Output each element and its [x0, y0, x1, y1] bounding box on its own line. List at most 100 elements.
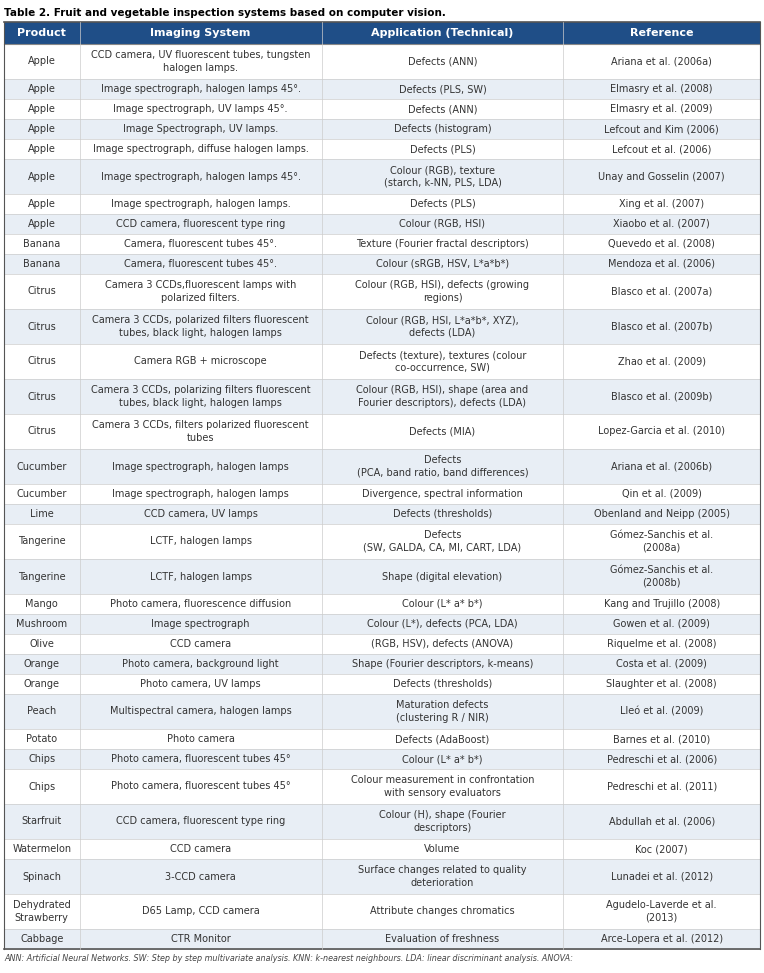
Text: Defects (thresholds): Defects (thresholds)	[393, 509, 492, 519]
Text: Lleó et al. (2009): Lleó et al. (2009)	[620, 706, 704, 716]
Text: Apple: Apple	[28, 199, 56, 209]
Text: Colour (RGB), texture
(starch, k-NN, PLS, LDA): Colour (RGB), texture (starch, k-NN, PLS…	[384, 165, 501, 188]
Text: Apple: Apple	[28, 144, 56, 154]
Text: Lopez-Garcia et al. (2010): Lopez-Garcia et al. (2010)	[598, 426, 725, 437]
Text: Image spectrograph, halogen lamps: Image spectrograph, halogen lamps	[112, 461, 289, 472]
Text: Defects (thresholds): Defects (thresholds)	[393, 679, 492, 689]
Bar	[4, 99, 760, 119]
Text: Potato: Potato	[26, 734, 57, 744]
Text: Citrus: Citrus	[28, 356, 57, 367]
Text: (RGB, HSV), defects (ANOVA): (RGB, HSV), defects (ANOVA)	[371, 639, 513, 649]
Text: Camera RGB + microscope: Camera RGB + microscope	[134, 356, 267, 367]
Text: Quevedo et al. (2008): Quevedo et al. (2008)	[608, 239, 715, 249]
Text: Defects
(PCA, band ratio, band differences): Defects (PCA, band ratio, band differenc…	[357, 455, 528, 478]
Text: CCD camera: CCD camera	[170, 844, 231, 854]
Text: Lefcout et al. (2006): Lefcout et al. (2006)	[612, 144, 711, 154]
Text: CCD camera: CCD camera	[170, 639, 231, 649]
Text: Application (Technical): Application (Technical)	[371, 28, 513, 38]
Text: Blasco et al. (2009b): Blasco et al. (2009b)	[611, 391, 712, 402]
Text: Camera 3 CCDs,fluorescent lamps with
polarized filters.: Camera 3 CCDs,fluorescent lamps with pol…	[105, 280, 296, 303]
Bar	[4, 234, 760, 254]
Text: D65 Lamp, CCD camera: D65 Lamp, CCD camera	[141, 907, 260, 917]
Text: Photo camera, fluorescent tubes 45°: Photo camera, fluorescent tubes 45°	[111, 781, 290, 791]
Text: Image spectrograph, diffuse halogen lamps.: Image spectrograph, diffuse halogen lamp…	[92, 144, 309, 154]
Text: Pedreschi et al. (2011): Pedreschi et al. (2011)	[607, 781, 717, 791]
Text: Mushroom: Mushroom	[16, 619, 67, 629]
Text: Mendoza et al. (2006): Mendoza et al. (2006)	[608, 259, 715, 269]
Text: Multispectral camera, halogen lamps: Multispectral camera, halogen lamps	[110, 706, 291, 716]
Text: Dehydrated
Strawberry: Dehydrated Strawberry	[13, 900, 71, 922]
Text: Volume: Volume	[424, 844, 461, 854]
Text: Camera 3 CCDs, polarizing filters fluorescent
tubes, black light, halogen lamps: Camera 3 CCDs, polarizing filters fluore…	[91, 385, 310, 408]
Text: Defects (AdaBoost): Defects (AdaBoost)	[395, 734, 490, 744]
Text: Colour (RGB, HSI, L*a*b*, XYZ),
defects (LDA): Colour (RGB, HSI, L*a*b*, XYZ), defects …	[366, 315, 519, 338]
Text: Colour measurement in confrontation
with sensory evaluators: Colour measurement in confrontation with…	[351, 775, 534, 798]
Text: Camera, fluorescent tubes 45°.: Camera, fluorescent tubes 45°.	[124, 259, 277, 269]
Text: Camera 3 CCDs, polarized filters fluorescent
tubes, black light, halogen lamps: Camera 3 CCDs, polarized filters fluores…	[92, 315, 309, 338]
Text: Reference: Reference	[630, 28, 694, 38]
Text: Product: Product	[18, 28, 66, 38]
Bar	[4, 484, 760, 504]
Text: Apple: Apple	[28, 124, 56, 134]
Bar	[4, 159, 760, 194]
Text: Ariana et al. (2006b): Ariana et al. (2006b)	[611, 461, 712, 472]
Text: Gómez-Sanchis et al.
(2008b): Gómez-Sanchis et al. (2008b)	[610, 565, 714, 588]
Bar	[4, 839, 760, 859]
Text: LCTF, halogen lamps: LCTF, halogen lamps	[150, 571, 251, 582]
Text: Citrus: Citrus	[28, 286, 57, 297]
Bar	[4, 214, 760, 234]
Text: Image spectrograph, halogen lamps 45°.: Image spectrograph, halogen lamps 45°.	[101, 84, 300, 94]
Text: Banana: Banana	[23, 239, 60, 249]
Text: Colour (sRGB, HSV, L*a*b*): Colour (sRGB, HSV, L*a*b*)	[376, 259, 509, 269]
Bar	[4, 139, 760, 159]
Text: Orange: Orange	[24, 679, 60, 689]
Text: Chips: Chips	[28, 754, 55, 764]
Text: Camera, fluorescent tubes 45°.: Camera, fluorescent tubes 45°.	[124, 239, 277, 249]
Text: Evaluation of freshness: Evaluation of freshness	[385, 934, 500, 944]
Text: Spinach: Spinach	[22, 872, 61, 882]
Text: Photo camera, background light: Photo camera, background light	[122, 659, 279, 669]
Text: CCD camera, UV fluorescent tubes, tungsten
halogen lamps.: CCD camera, UV fluorescent tubes, tungst…	[91, 51, 310, 73]
Text: Colour (L* a* b*): Colour (L* a* b*)	[402, 599, 483, 609]
Bar	[4, 894, 760, 929]
Text: Olive: Olive	[29, 639, 54, 649]
Text: Image spectrograph, halogen lamps: Image spectrograph, halogen lamps	[112, 489, 289, 499]
Text: Tangerine: Tangerine	[18, 571, 66, 582]
Text: CCD camera, fluorescent type ring: CCD camera, fluorescent type ring	[116, 816, 285, 826]
Text: Colour (L*), defects (PCA, LDA): Colour (L*), defects (PCA, LDA)	[367, 619, 518, 629]
Text: Camera 3 CCDs, filters polarized fluorescent
tubes: Camera 3 CCDs, filters polarized fluores…	[92, 420, 309, 443]
Bar	[4, 674, 760, 694]
Bar	[4, 254, 760, 274]
Text: Colour (H), shape (Fourier
descriptors): Colour (H), shape (Fourier descriptors)	[379, 811, 506, 833]
Text: Agudelo-Laverde et al.
(2013): Agudelo-Laverde et al. (2013)	[607, 900, 717, 922]
Text: Defects (histogram): Defects (histogram)	[393, 124, 491, 134]
Text: Riquelme et al. (2008): Riquelme et al. (2008)	[607, 639, 717, 649]
Text: Texture (Fourier fractal descriptors): Texture (Fourier fractal descriptors)	[356, 239, 529, 249]
Text: Costa et al. (2009): Costa et al. (2009)	[617, 659, 707, 669]
Text: Barnes et al. (2010): Barnes et al. (2010)	[613, 734, 711, 744]
Bar	[4, 769, 760, 804]
Text: Blasco et al. (2007a): Blasco et al. (2007a)	[611, 286, 712, 297]
Text: Defects (MIA): Defects (MIA)	[410, 426, 475, 437]
Text: Elmasry et al. (2009): Elmasry et al. (2009)	[610, 104, 713, 114]
Text: Slaughter et al. (2008): Slaughter et al. (2008)	[607, 679, 717, 689]
Text: Xiaobo et al. (2007): Xiaobo et al. (2007)	[613, 219, 710, 229]
Text: Image Spectrograph, UV lamps.: Image Spectrograph, UV lamps.	[123, 124, 278, 134]
Text: Attribute changes chromatics: Attribute changes chromatics	[371, 907, 515, 917]
Bar	[4, 22, 760, 44]
Text: Maturation defects
(clustering R / NIR): Maturation defects (clustering R / NIR)	[396, 701, 489, 723]
Text: Xing et al. (2007): Xing et al. (2007)	[619, 199, 704, 209]
Bar	[4, 309, 760, 344]
Text: Gómez-Sanchis et al.
(2008a): Gómez-Sanchis et al. (2008a)	[610, 530, 714, 553]
Text: Shape (digital elevation): Shape (digital elevation)	[383, 571, 503, 582]
Text: Citrus: Citrus	[28, 391, 57, 402]
Bar	[4, 449, 760, 484]
Bar	[4, 344, 760, 379]
Text: Koc (2007): Koc (2007)	[636, 844, 688, 854]
Text: Kang and Trujillo (2008): Kang and Trujillo (2008)	[604, 599, 720, 609]
Text: Defects (PLS): Defects (PLS)	[410, 199, 475, 209]
Text: Image spectrograph: Image spectrograph	[151, 619, 250, 629]
Text: Defects
(SW, GALDA, CA, MI, CART, LDA): Defects (SW, GALDA, CA, MI, CART, LDA)	[364, 530, 522, 553]
Text: Obenland and Neipp (2005): Obenland and Neipp (2005)	[594, 509, 730, 519]
Text: Colour (L* a* b*): Colour (L* a* b*)	[402, 754, 483, 764]
